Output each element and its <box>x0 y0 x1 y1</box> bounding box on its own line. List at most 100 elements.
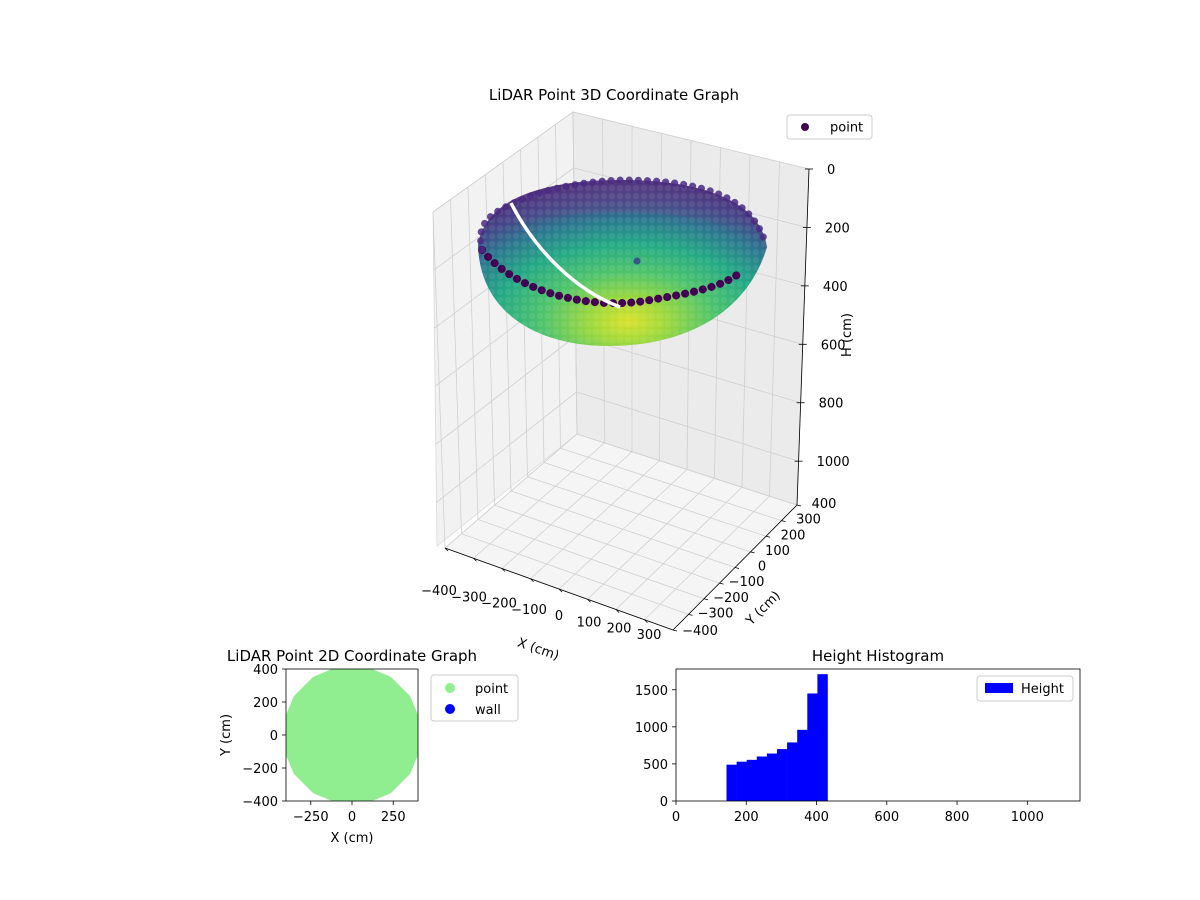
y-tick-label: −200 <box>242 762 278 777</box>
x-tick-label: 0 <box>348 810 356 825</box>
x-tick-label: 600 <box>874 810 899 825</box>
y-tick <box>672 629 678 632</box>
y-tick-label: 500 <box>643 758 668 773</box>
grid-line <box>576 391 799 462</box>
legend-3d-marker <box>801 123 809 131</box>
x-tick <box>587 598 591 603</box>
legend-2d-label-point: point <box>475 682 508 697</box>
legend-2d-label-wall: wall <box>475 703 501 718</box>
hist-bar <box>777 749 788 801</box>
y-tick <box>796 504 802 507</box>
grid-line <box>576 433 798 506</box>
z-tick-label: 800 <box>819 397 844 412</box>
grid-line <box>461 533 689 615</box>
y-tick-label: 400 <box>253 663 278 678</box>
legend-3d-frame <box>786 114 873 140</box>
legend-2d-marker-point <box>445 683 455 693</box>
x-tick <box>501 568 506 572</box>
y-tick <box>719 582 724 585</box>
hist-bar <box>726 764 737 801</box>
bowl-back-rim <box>477 176 770 254</box>
x-tick-label: 250 <box>381 810 406 825</box>
grid-line <box>432 211 446 549</box>
x-tick-label: −400 <box>421 584 457 599</box>
z-ticks-3d: 0 200 400 600 800 1000 <box>794 163 850 470</box>
x-ticks-2d: −250 0 250 <box>293 801 406 825</box>
y-tick-label: 0 <box>270 729 278 744</box>
x-axis-label-2d: X (cm) <box>331 831 374 846</box>
legend-hist-frame <box>976 675 1074 702</box>
grid-line <box>477 519 705 600</box>
hist-bars <box>726 674 828 801</box>
z-tick-label: 200 <box>825 221 850 236</box>
bowl-front-rim <box>478 246 745 308</box>
y-tick-label: 1500 <box>635 684 668 699</box>
y-tick-label: 200 <box>253 696 278 711</box>
x-tick-label: 300 <box>637 628 662 643</box>
z-tick-label: 0 <box>827 163 835 178</box>
x-tick-label: 200 <box>607 622 632 637</box>
grid-line <box>494 504 720 584</box>
y-ticks-2d: 400 200 0 −200 −400 <box>242 663 286 810</box>
y-tick-label: 300 <box>796 513 821 528</box>
hist-bar <box>787 742 798 801</box>
x-tick <box>530 578 534 583</box>
grid-line <box>560 447 782 522</box>
point-cloud-bowl <box>477 176 770 347</box>
grid-line <box>510 490 736 568</box>
hist-frame <box>675 668 1081 802</box>
x-tick-label: 1000 <box>1011 810 1044 825</box>
x-tick-label: −250 <box>293 810 329 825</box>
grid-line <box>435 335 577 445</box>
x-ticks-3d: −400−300−200−100 0 100 200 300 <box>421 547 662 643</box>
z-tick-label: 400 <box>823 280 848 295</box>
legend-2d-marker-wall <box>445 704 455 714</box>
z-axis-line <box>796 168 810 506</box>
x-tick <box>644 619 648 624</box>
x-tick-label: 100 <box>577 615 602 630</box>
z-axis-label-3d: H (cm) <box>840 313 855 357</box>
y-ticks-hist: 0 500 1000 1500 <box>635 684 676 810</box>
y-tick <box>688 613 693 616</box>
legend-3d-label: point <box>830 121 863 136</box>
y-tick-label: −400 <box>242 795 278 810</box>
y-tick-label: 200 <box>781 528 806 543</box>
x-tick-label: 400 <box>804 810 829 825</box>
bowl-center-point <box>633 257 641 265</box>
z-tick-label: 1000 <box>817 455 850 470</box>
legend-3d: point <box>786 114 873 140</box>
hist-title: Height Histogram <box>812 647 944 665</box>
legend-hist-swatch <box>985 683 1013 693</box>
plot-histogram: Height Histogram 0 200 400 600 800 1000 0 500 1… <box>635 647 1081 825</box>
y-tick-label: −400 <box>682 624 718 639</box>
bowl-gap-line <box>509 202 621 309</box>
grid-line <box>467 186 479 520</box>
x-tick-label: −100 <box>511 603 547 618</box>
hist-bar <box>807 693 818 801</box>
plot-2d: LiDAR Point 2D Coordinate Graph −250 0 250… <box>219 647 519 846</box>
legend-hist: Height <box>976 675 1074 702</box>
y-tick-label: −200 <box>713 591 749 606</box>
hist-bar <box>817 674 828 801</box>
y-tick-label: 1000 <box>635 721 668 736</box>
grid-line <box>527 476 751 553</box>
grid-line <box>543 462 767 537</box>
legend-2d: point wall <box>430 674 519 722</box>
hist-bar <box>736 761 747 801</box>
grid-line <box>572 111 810 170</box>
bowl-point-texture <box>478 180 767 347</box>
y-tick-label: 0 <box>660 795 668 810</box>
legend-hist-label: Height <box>1021 682 1064 697</box>
y-tick <box>765 535 771 538</box>
grid-line <box>575 335 801 404</box>
y-tick-label: −100 <box>729 575 765 590</box>
grid-line <box>741 154 751 488</box>
y-tick-label: 100 <box>765 544 790 559</box>
plot3d-title: LiDAR Point 3D Coordinate Graph <box>489 86 739 104</box>
x-tick-label: 0 <box>672 810 680 825</box>
grid-line <box>769 161 780 497</box>
z-tick-label: 600 <box>821 338 846 353</box>
x-tick-label: −200 <box>481 597 517 612</box>
